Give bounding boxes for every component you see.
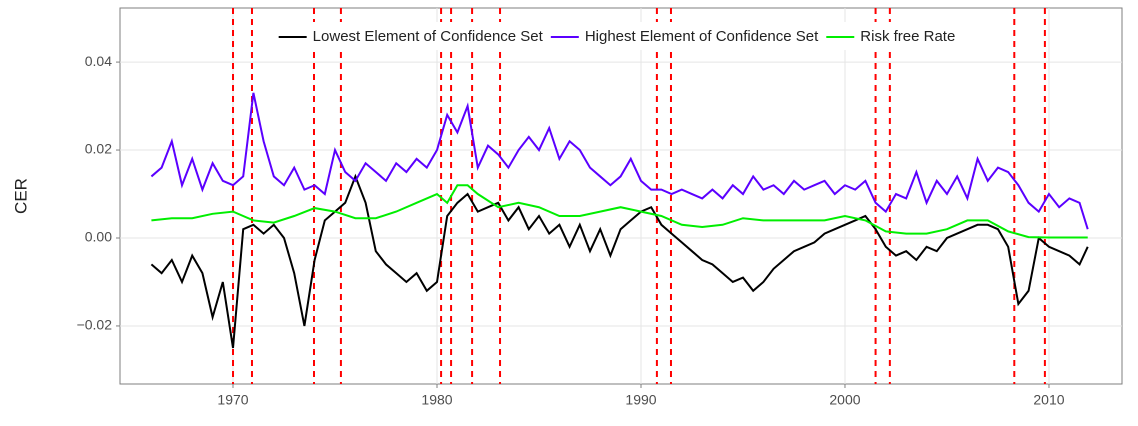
x-tick-label: 2000 [829, 392, 860, 408]
y-tick-label: −0.02 [77, 317, 113, 333]
x-tick-label: 1980 [421, 392, 452, 408]
y-axis-label: CER [11, 178, 30, 214]
y-tick-label: 0.02 [85, 141, 112, 157]
series-line [150, 173, 1089, 349]
series-line [150, 92, 1089, 230]
x-tick-label: 1990 [625, 392, 656, 408]
series-line [151, 184, 1088, 239]
y-tick-label: 0.04 [85, 53, 112, 69]
legend-label: Highest Element of Confidence Set [585, 28, 819, 45]
plot-panel [119, 7, 1123, 385]
x-tick-label: 2010 [1033, 392, 1064, 408]
x-tick-label: 1970 [217, 392, 248, 408]
y-tick-label: 0.00 [85, 229, 112, 245]
legend-label: Lowest Element of Confidence Set [313, 28, 544, 45]
legend-label: Risk free Rate [860, 28, 955, 45]
